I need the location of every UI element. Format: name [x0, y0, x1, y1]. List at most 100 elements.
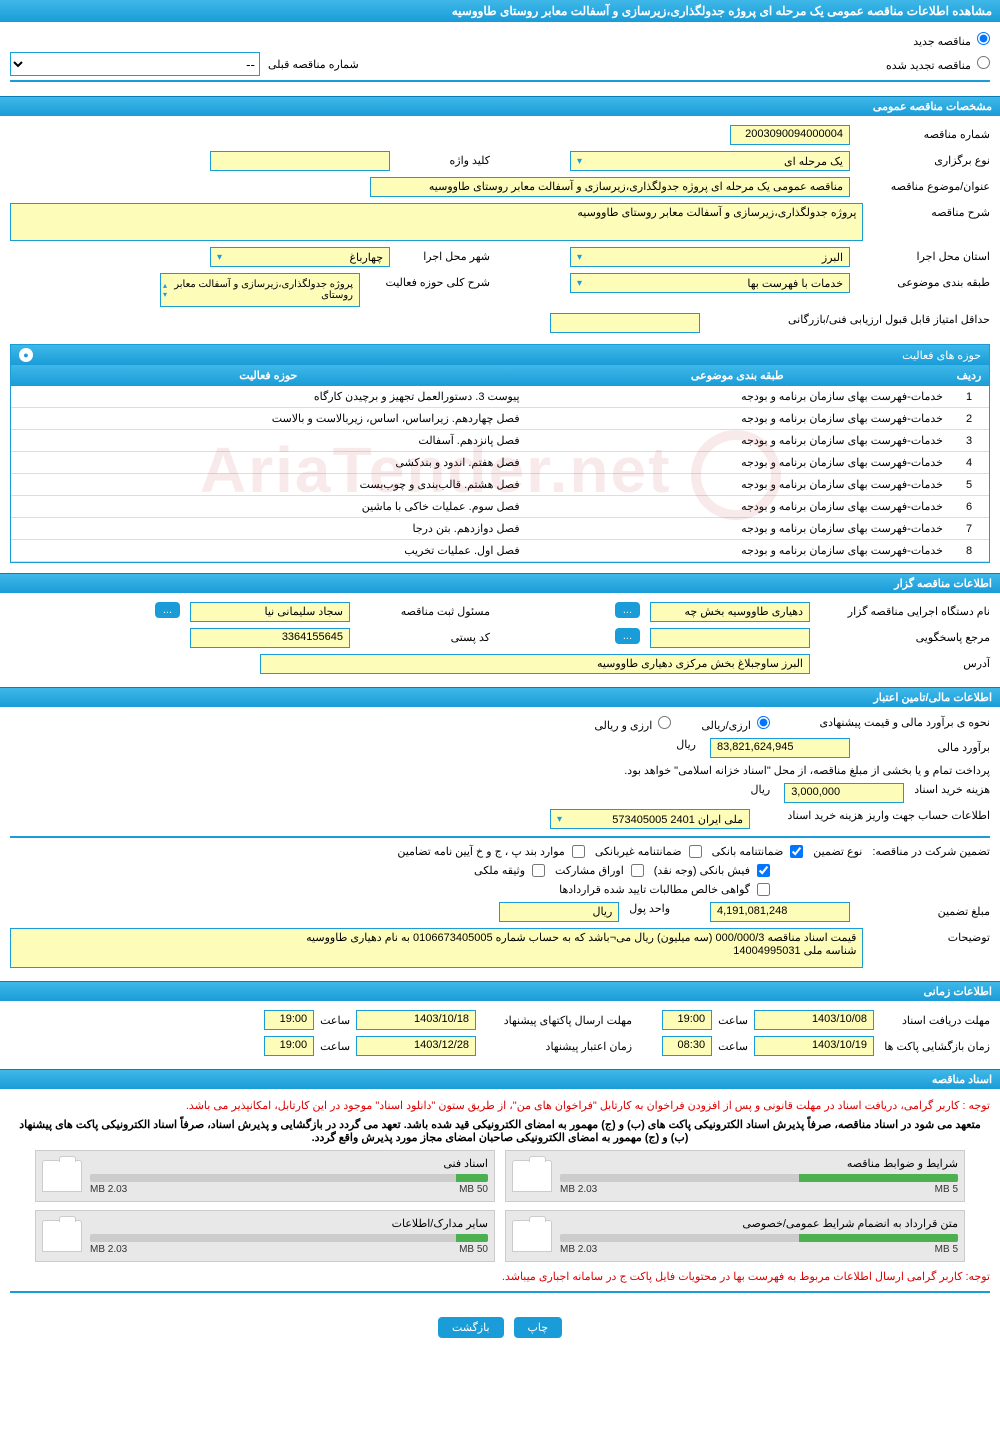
type-select[interactable]: یک مرحله ای▾ [570, 151, 850, 171]
doc-card[interactable]: متن قرارداد به انضمام شرایط عمومی/خصوصی … [505, 1210, 965, 1262]
doc-card[interactable]: سایر مدارک/اطلاعات 50 MB2.03 MB [35, 1210, 495, 1262]
table-row: 3خدمات-فهرست بهای سازمان برنامه و بودجهف… [11, 430, 989, 452]
city-label: شهر محل اجرا [400, 247, 490, 263]
subject-label: عنوان/موضوع مناقصه [860, 177, 990, 193]
table-row: 8خدمات-فهرست بهای سازمان برنامه و بودجهف… [11, 540, 989, 562]
type-label: نوع برگزاری [860, 151, 990, 167]
activities-table-title: حوزه های فعالیت [902, 349, 981, 362]
print-button[interactable]: چاپ [514, 1317, 563, 1338]
doc-title: متن قرارداد به انضمام شرایط عمومی/خصوصی [560, 1217, 958, 1230]
guarantee-amount-value: 4,191,081,248 [710, 902, 850, 922]
postal-value: 3364155645 [190, 628, 350, 648]
chk-items[interactable]: موارد بند پ ، ج و خ آیین نامه تضامین [397, 845, 584, 858]
desc-value: پروژه جدولگذاری،زیرسازی و آسفالت معابر ر… [10, 203, 863, 241]
section-timing: اطلاعات زمانی [0, 981, 1000, 1001]
response-more-button[interactable]: ... [615, 628, 640, 644]
doc-max: 5 MB [935, 1244, 958, 1255]
deadline-receive-date: 1403/10/08 [754, 1010, 874, 1030]
deadline-receive-time: 19:00 [662, 1010, 712, 1030]
validity-date: 1403/12/28 [356, 1036, 476, 1056]
prev-number-select[interactable]: -- [10, 52, 260, 76]
est-amount-value: 83,821,624,945 [710, 738, 850, 758]
activity-scope-label: شرح کلی حوزه فعالیت [370, 273, 490, 289]
deadline-send-label: مهلت ارسال پاکتهای پیشنهاد [482, 1014, 632, 1027]
chk-cash[interactable]: فیش بانکی (وجه نقد) [654, 864, 770, 877]
folder-icon [42, 1220, 82, 1252]
deadline-send-time: 19:00 [264, 1010, 314, 1030]
collapse-icon[interactable]: ● [19, 348, 33, 362]
response-value [650, 628, 810, 648]
back-button[interactable]: بازگشت [438, 1317, 504, 1338]
class-label: طبقه بندی موضوعی [860, 273, 990, 289]
doc-card[interactable]: اسناد فنی 50 MB2.03 MB [35, 1150, 495, 1202]
account-label: اطلاعات حساب جهت واریز هزینه خرید اسناد [760, 809, 990, 822]
doc-title: سایر مدارک/اطلاعات [90, 1217, 488, 1230]
registrar-value: سجاد سلیمانی نیا [190, 602, 350, 622]
chevron-down-icon: ▾ [577, 156, 582, 167]
unit-label: واحد پول [629, 902, 670, 915]
registrar-label: مسئول ثبت مناقصه [360, 602, 490, 618]
min-score-input[interactable] [550, 313, 700, 333]
chk-bank-guarantee[interactable]: ضمانتنامه بانکی [712, 845, 804, 858]
time-label: ساعت [320, 1014, 350, 1027]
doc-max: 50 MB [459, 1184, 488, 1195]
table-row: 7خدمات-فهرست بهای سازمان برنامه و بودجهف… [11, 518, 989, 540]
progress-bar [90, 1174, 488, 1182]
doc-size: 2.03 MB [560, 1184, 597, 1195]
table-row: 1خدمات-فهرست بهای سازمان برنامه و بودجهپ… [11, 386, 989, 408]
activities-table: ردیف طبقه بندی موضوعی حوزه فعالیت 1خدمات… [11, 365, 989, 562]
time-label: ساعت [718, 1040, 748, 1053]
col-row: ردیف [949, 365, 989, 386]
chk-property[interactable]: وثیقه ملکی [474, 864, 545, 877]
opening-time: 08:30 [662, 1036, 712, 1056]
progress-bar [560, 1234, 958, 1242]
section-docs: اسناد مناقصه [0, 1069, 1000, 1089]
time-label: ساعت [718, 1014, 748, 1027]
chk-nonbank-guarantee[interactable]: ضمانتنامه غیربانکی [595, 845, 702, 858]
chk-certified[interactable]: گواهی خالص مطالبات تایید شده قراردادها [559, 883, 770, 896]
tender-number-value: 2003090094000004 [730, 125, 850, 145]
doc-size: 2.03 MB [560, 1244, 597, 1255]
keyword-label: کلید واژه [400, 151, 490, 167]
subject-value: مناقصه عمومی یک مرحله ای پروژه جدولگذاری… [370, 177, 850, 197]
radio-rial[interactable]: ارزی/ریالی [701, 716, 770, 732]
registrar-more-button[interactable]: ... [155, 602, 180, 618]
guarantee-amount-label: مبلغ تضمین [860, 902, 990, 918]
keyword-input[interactable] [210, 151, 390, 171]
note-download: توجه : کاربر گرامی، دریافت اسناد در مهلت… [10, 1095, 990, 1116]
province-select[interactable]: البرز▾ [570, 247, 850, 267]
est-amount-label: برآورد مالی [860, 738, 990, 754]
doc-fee-value: 3,000,000 [784, 783, 904, 803]
chk-papers[interactable]: اوراق مشارکت [555, 864, 644, 877]
table-row: 6خدمات-فهرست بهای سازمان برنامه و بودجهف… [11, 496, 989, 518]
chevron-down-icon: ▾ [217, 252, 222, 263]
doc-title: شرایط و ضوابط مناقصه [560, 1157, 958, 1170]
opening-date: 1403/10/19 [754, 1036, 874, 1056]
section-financial: اطلاعات مالی/تامین اعتبار [0, 687, 1000, 707]
account-select[interactable]: ملی ایران 2401 573405005▾ [550, 809, 750, 829]
notes-label: توضیحات [873, 928, 990, 944]
opening-label: زمان بازگشایی پاکت ها [880, 1040, 990, 1053]
tender-number-label: شماره مناقصه [860, 125, 990, 141]
folder-icon [42, 1160, 82, 1192]
validity-time: 19:00 [264, 1036, 314, 1056]
chevron-down-icon: ▾ [577, 278, 582, 289]
class-select[interactable]: خدمات با فهرست بها▾ [570, 273, 850, 293]
doc-card[interactable]: شرایط و ضوابط مناقصه 5 MB2.03 MB [505, 1150, 965, 1202]
col-class: طبقه بندی موضوعی [526, 365, 949, 386]
est-method-label: نحوه ی برآورد مالی و قیمت پیشنهادی [780, 716, 990, 729]
city-select[interactable]: چهارباغ▾ [210, 247, 390, 267]
radio-new-tender[interactable]: مناقصه جدید [913, 36, 990, 48]
validity-label: زمان اعتبار پیشنهاد [482, 1040, 632, 1053]
doc-max: 50 MB [459, 1244, 488, 1255]
rial-label: ریال [750, 783, 770, 796]
radio-renewed-tender[interactable]: مناقصه تجدید شده [886, 56, 990, 72]
folder-icon [512, 1220, 552, 1252]
radio-currency[interactable]: ارزی و ریالی [594, 716, 671, 732]
exec-more-button[interactable]: ... [615, 602, 640, 618]
activity-scope-value[interactable]: پروژه جدولگذاری،زیرسازی و آسفالت معابر ر… [160, 273, 360, 307]
doc-fee-label: هزینه خرید اسناد [914, 783, 990, 796]
exec-value: دهیاری طاووسیه بخش چه [650, 602, 810, 622]
notes-value: قیمت اسناد مناقصه 000/000/3 (سه میلیون) … [10, 928, 863, 968]
deadline-receive-label: مهلت دریافت اسناد [880, 1014, 990, 1027]
